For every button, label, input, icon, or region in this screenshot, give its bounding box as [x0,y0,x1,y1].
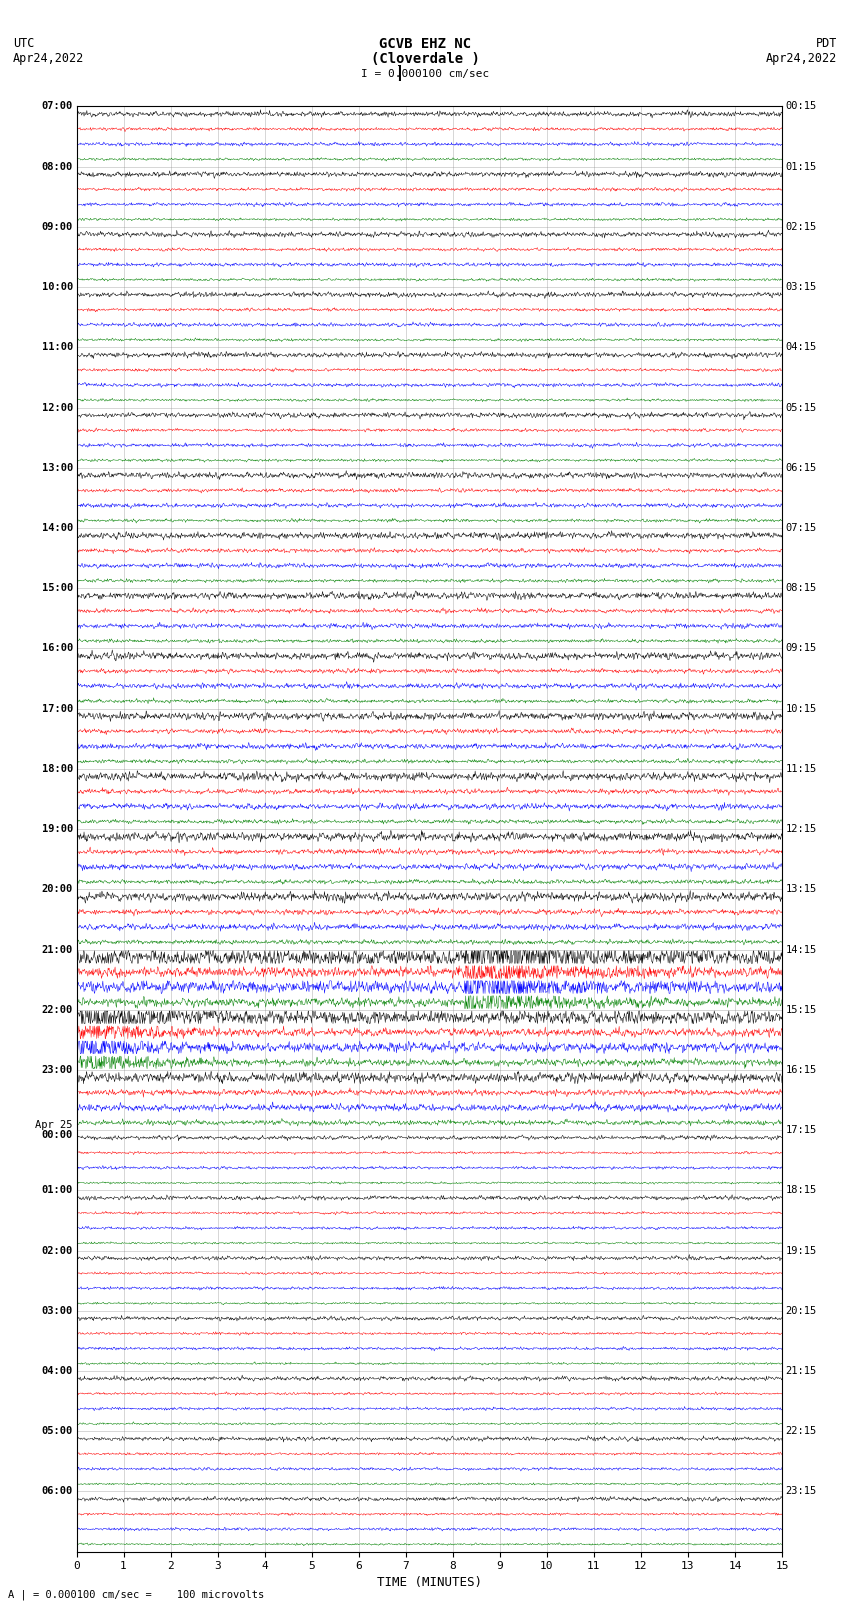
Text: 10:00: 10:00 [42,282,73,292]
Text: 06:15: 06:15 [785,463,817,473]
Text: Apr24,2022: Apr24,2022 [766,52,837,65]
Text: (Cloverdale ): (Cloverdale ) [371,52,479,66]
Text: 20:00: 20:00 [42,884,73,894]
Text: 09:15: 09:15 [785,644,817,653]
Text: 03:15: 03:15 [785,282,817,292]
Text: 23:15: 23:15 [785,1487,817,1497]
X-axis label: TIME (MINUTES): TIME (MINUTES) [377,1576,482,1589]
Text: 04:15: 04:15 [785,342,817,352]
Text: I = 0.000100 cm/sec: I = 0.000100 cm/sec [361,69,489,79]
Text: 09:00: 09:00 [42,223,73,232]
Text: 04:00: 04:00 [42,1366,73,1376]
Text: 23:00: 23:00 [42,1065,73,1074]
Text: 18:00: 18:00 [42,765,73,774]
Text: 10:15: 10:15 [785,703,817,713]
Text: 21:15: 21:15 [785,1366,817,1376]
Text: 22:15: 22:15 [785,1426,817,1436]
Text: 12:15: 12:15 [785,824,817,834]
Text: 18:15: 18:15 [785,1186,817,1195]
Text: 20:15: 20:15 [785,1307,817,1316]
Text: 07:15: 07:15 [785,523,817,532]
Text: Apr 25: Apr 25 [36,1119,73,1131]
Text: 17:00: 17:00 [42,703,73,713]
Text: 07:00: 07:00 [42,102,73,111]
Text: 02:00: 02:00 [42,1245,73,1255]
Text: 15:00: 15:00 [42,584,73,594]
Text: 17:15: 17:15 [785,1126,817,1136]
Text: 11:00: 11:00 [42,342,73,352]
Text: 01:00: 01:00 [42,1186,73,1195]
Text: 13:00: 13:00 [42,463,73,473]
Text: 19:00: 19:00 [42,824,73,834]
Text: 13:15: 13:15 [785,884,817,894]
Text: 01:15: 01:15 [785,161,817,171]
Text: 00:00: 00:00 [42,1131,73,1140]
Text: GCVB EHZ NC: GCVB EHZ NC [379,37,471,52]
Text: 06:00: 06:00 [42,1487,73,1497]
Text: 11:15: 11:15 [785,765,817,774]
Text: Apr24,2022: Apr24,2022 [13,52,84,65]
Text: 14:15: 14:15 [785,945,817,955]
Text: 05:00: 05:00 [42,1426,73,1436]
Text: PDT: PDT [816,37,837,50]
Text: 15:15: 15:15 [785,1005,817,1015]
Text: 19:15: 19:15 [785,1245,817,1255]
Text: 08:00: 08:00 [42,161,73,171]
Text: 22:00: 22:00 [42,1005,73,1015]
Text: 03:00: 03:00 [42,1307,73,1316]
Text: A | = 0.000100 cm/sec =    100 microvolts: A | = 0.000100 cm/sec = 100 microvolts [8,1589,264,1600]
Text: 12:00: 12:00 [42,403,73,413]
Text: 16:15: 16:15 [785,1065,817,1074]
Text: 08:15: 08:15 [785,584,817,594]
Text: 00:15: 00:15 [785,102,817,111]
Text: 16:00: 16:00 [42,644,73,653]
Text: 14:00: 14:00 [42,523,73,532]
Text: 05:15: 05:15 [785,403,817,413]
Text: UTC: UTC [13,37,34,50]
Text: 02:15: 02:15 [785,223,817,232]
Text: 21:00: 21:00 [42,945,73,955]
